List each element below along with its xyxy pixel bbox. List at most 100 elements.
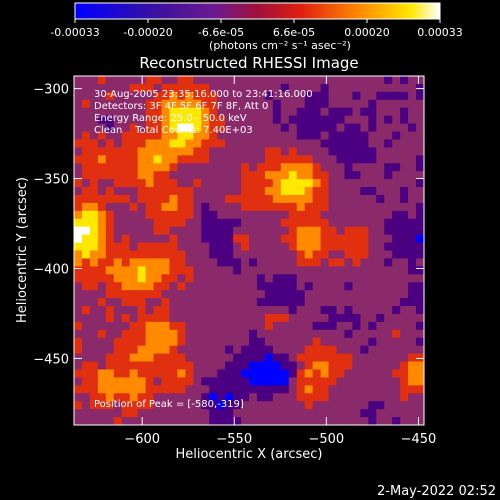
- heatmap-cell: [81, 274, 91, 283]
- heatmap-cell: [177, 401, 186, 410]
- heatmap-cell: [256, 361, 266, 371]
- heatmap-cell: [280, 290, 290, 299]
- heatmap-cell: [352, 76, 361, 85]
- heatmap-cell: [105, 131, 115, 141]
- heatmap-cell: [105, 250, 115, 260]
- heatmap-cell: [249, 171, 258, 180]
- heatmap-cell: [105, 393, 115, 402]
- heatmap-cell: [121, 337, 131, 347]
- heatmap-cell: [408, 401, 417, 410]
- heatmap-cell: [360, 313, 369, 323]
- heatmap-cell: [137, 131, 147, 141]
- heatmap-cell: [225, 369, 234, 379]
- heatmap-cell: [121, 266, 131, 275]
- heatmap-cell: [225, 290, 234, 299]
- heatmap-cell: [129, 147, 139, 156]
- heatmap-cell: [352, 83, 361, 93]
- heatmap-cell: [217, 250, 226, 260]
- heatmap-cell: [408, 210, 417, 220]
- heatmap-cell: [344, 385, 354, 394]
- heatmap-cell: [105, 242, 115, 252]
- heatmap-cell: [312, 179, 322, 188]
- heatmap-cell: [288, 274, 298, 283]
- heatmap-cell: [137, 171, 147, 180]
- heatmap-cell: [233, 298, 242, 307]
- heatmap-cell: [328, 385, 338, 394]
- heatmap-cell: [376, 250, 385, 260]
- heatmap-cell: [121, 306, 131, 315]
- heatmap-cell: [280, 258, 290, 267]
- heatmap-cell: [225, 202, 234, 212]
- heatmap-cell: [161, 147, 171, 156]
- heatmap-cell: [352, 171, 361, 180]
- heatmap-cell: [360, 409, 369, 418]
- heatmap-cell: [241, 218, 250, 228]
- heatmap-cell: [225, 123, 234, 133]
- heatmap-cell: [368, 226, 377, 236]
- heatmap-cell: [145, 83, 155, 93]
- heatmap-cell: [105, 313, 115, 323]
- heatmap-cell: [376, 298, 385, 307]
- heatmap-cell: [121, 242, 131, 252]
- heatmap-cell: [193, 202, 202, 212]
- heatmap-cell: [177, 115, 186, 125]
- heatmap-cell: [233, 377, 242, 386]
- heatmap-cell: [320, 99, 330, 109]
- heatmap-cell: [81, 282, 91, 291]
- heatmap-cell: [97, 250, 107, 260]
- heatmap-cell: [249, 131, 258, 141]
- heatmap-cell: [249, 306, 258, 315]
- heatmap-cell: [217, 76, 226, 85]
- heatmap-cell: [416, 313, 424, 323]
- heatmap-cell: [344, 171, 354, 180]
- heatmap-cell: [256, 218, 266, 228]
- heatmap-cell: [280, 377, 290, 386]
- heatmap-cell: [225, 91, 234, 101]
- heatmap-cell: [392, 226, 401, 236]
- heatmap-cell: [233, 361, 242, 371]
- heatmap-cell: [368, 321, 377, 331]
- colorbar-tick-label: 0.00020: [344, 26, 390, 39]
- heatmap-cell: [288, 179, 298, 188]
- heatmap-cell: [360, 194, 369, 204]
- heatmap-cell: [320, 115, 330, 125]
- heatmap-cell: [145, 91, 155, 101]
- heatmap-cell: [89, 83, 99, 93]
- heatmap-cell: [392, 171, 401, 180]
- heatmap-cell: [320, 147, 330, 156]
- heatmap-cell: [129, 393, 139, 402]
- heatmap-cell: [264, 155, 274, 164]
- heatmap-cell: [241, 266, 250, 275]
- heatmap-cell: [121, 385, 131, 394]
- heatmap-cell: [217, 83, 226, 93]
- heatmap-cell: [256, 353, 266, 363]
- heatmap-cell: [209, 91, 218, 101]
- heatmap-cell: [145, 385, 155, 394]
- heatmap-cell: [74, 226, 83, 236]
- heatmap-cell: [145, 321, 155, 331]
- heatmap-cell: [376, 179, 385, 188]
- heatmap-cell: [384, 83, 393, 93]
- heatmap-cell: [81, 76, 91, 85]
- heatmap-cell: [217, 202, 226, 212]
- heatmap-cell: [256, 290, 266, 299]
- heatmap-cell: [153, 393, 163, 402]
- heatmap-cell: [145, 115, 155, 125]
- y-axis-label: Heliocentric Y (arcsec): [15, 177, 30, 323]
- heatmap-cell: [89, 202, 99, 212]
- heatmap-cell: [249, 194, 258, 204]
- heatmap-cell: [312, 147, 322, 156]
- heatmap-cell: [137, 250, 147, 260]
- heatmap-cell: [169, 218, 179, 228]
- heatmap-cell: [137, 210, 147, 220]
- heatmap-cell: [416, 377, 424, 386]
- heatmap-cell: [264, 298, 274, 307]
- heatmap-cell: [384, 107, 393, 117]
- heatmap-cell: [272, 290, 282, 299]
- heatmap-cell: [256, 377, 266, 386]
- heatmap-cell: [384, 401, 393, 410]
- heatmap-cell: [121, 123, 131, 133]
- heatmap-cell: [304, 242, 314, 252]
- heatmap-cell: [241, 242, 250, 252]
- heatmap-cell: [209, 361, 218, 371]
